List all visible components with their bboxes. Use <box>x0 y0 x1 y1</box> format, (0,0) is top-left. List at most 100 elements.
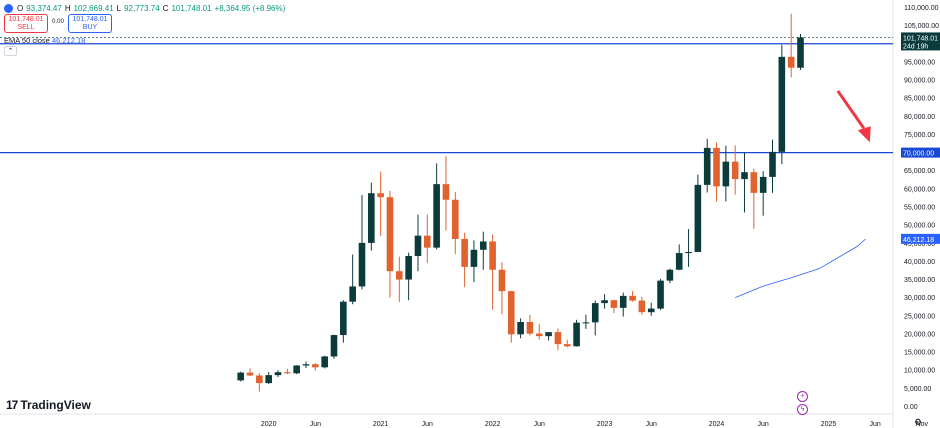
candle-body <box>386 197 394 272</box>
y-tick-label: 55,000.00 <box>904 205 935 212</box>
candle-body <box>619 295 627 308</box>
candle-body <box>685 251 692 254</box>
y-tick-label: 110,000.00 <box>904 5 939 12</box>
buy-button[interactable]: 101,748.01 BUY <box>68 14 112 33</box>
candle-body <box>349 286 356 302</box>
candle-body <box>591 303 599 323</box>
y-tick-label: 10,000.00 <box>904 368 935 375</box>
ema-line <box>735 238 867 299</box>
ema-legend[interactable]: EMA 50 close 46,212.18 <box>4 36 85 45</box>
level-price-tag-label: 70,000.00 <box>903 151 934 158</box>
candle-body <box>302 364 310 366</box>
plus-event-icon[interactable]: + <box>797 391 808 402</box>
candle-body <box>405 255 412 280</box>
candle-body <box>778 56 786 152</box>
candle-body <box>666 269 674 281</box>
high-label: H <box>64 3 71 13</box>
x-tick-label: 2023 <box>597 421 613 428</box>
y-tick-label: 25,000.00 <box>904 313 935 320</box>
candle-body <box>321 356 328 368</box>
candle-body <box>293 365 300 374</box>
change-value: +8,364.95 (+8.96%) <box>214 3 286 13</box>
candle-body <box>424 235 431 248</box>
ema-legend-value: 46,212.18 <box>51 36 86 45</box>
candle-body <box>638 300 646 313</box>
collapse-legend-button[interactable]: ⌃ <box>4 46 17 56</box>
tradingview-mark-icon: 17 <box>6 398 18 412</box>
sell-button[interactable]: 101,748.01 SELL <box>4 14 48 33</box>
candle-body <box>377 193 384 198</box>
candle-body <box>759 176 767 193</box>
sell-price: 101,748.01 <box>8 16 44 23</box>
x-tick-label: Jun <box>534 421 545 428</box>
y-tick-label: 75,000.00 <box>904 132 935 139</box>
open-label: O <box>17 3 24 13</box>
spread-value: 0.00 <box>52 19 64 25</box>
candle-body <box>479 241 487 250</box>
y-tick-label: 95,000.00 <box>904 59 935 66</box>
candle-body <box>535 333 543 337</box>
candle-body <box>610 300 618 308</box>
candle-body <box>442 184 450 200</box>
candle-body <box>713 147 720 187</box>
level-price-tag <box>901 147 940 158</box>
y-tick-label: 90,000.00 <box>904 78 935 85</box>
candle-body <box>797 37 804 68</box>
candle-body <box>451 199 459 239</box>
candle-body <box>256 375 263 384</box>
candle-body <box>563 344 571 347</box>
tradingview-logo: 17 TradingView <box>6 398 91 412</box>
buy-price: 101,748.01 <box>72 16 108 23</box>
y-tick-label: 5,000.00 <box>904 386 931 393</box>
candle-body <box>694 184 702 252</box>
candle-body <box>368 193 375 243</box>
y-tick-label: 60,000.00 <box>904 186 935 193</box>
candle-body <box>601 300 608 304</box>
y-tick-label: 80,000.00 <box>904 114 935 121</box>
x-tick-label: 2020 <box>261 421 277 428</box>
candle-body <box>675 253 683 270</box>
candle-body <box>489 241 496 270</box>
ema-price-tag-label: 46,212.18 <box>903 237 934 244</box>
candle-body <box>330 335 338 357</box>
x-tick-label: 2024 <box>709 421 725 428</box>
close-value: 101,748.01 <box>171 3 212 13</box>
y-tick-label: 15,000.00 <box>904 350 935 357</box>
annotation-arrow-shaft <box>836 90 866 130</box>
y-tick-label: 0.00 <box>904 404 918 411</box>
x-tick-label: Jun <box>646 421 657 428</box>
candle-body <box>629 295 636 301</box>
candle-body <box>284 372 291 374</box>
candle-body <box>741 172 748 180</box>
candle-body <box>433 184 440 248</box>
y-tick-label: 35,000.00 <box>904 277 935 284</box>
y-tick-label: 40,000.00 <box>904 259 935 266</box>
candle-body <box>507 291 515 335</box>
candle-body <box>731 161 739 180</box>
x-tick-label: Nov <box>916 421 929 428</box>
x-tick-label: 2025 <box>821 421 837 428</box>
open-value: 93,374.47 <box>26 3 62 13</box>
close-label: C <box>162 3 169 13</box>
candle-body <box>703 147 711 185</box>
current-price-tag <box>901 32 940 51</box>
candle-body <box>470 249 478 267</box>
candle-body <box>461 238 468 267</box>
brand-name: TradingView <box>20 398 91 412</box>
candle-body <box>517 321 524 335</box>
gear-icon[interactable]: ⚙ <box>914 417 923 427</box>
symbol-icon <box>4 3 13 13</box>
candle-body <box>237 372 244 381</box>
lightning-event-icon[interactable]: ϟ <box>797 404 808 415</box>
candle-body <box>657 280 664 309</box>
candle-body <box>787 56 795 68</box>
current-price-tag-label: 101,748.01 <box>903 35 938 42</box>
candle-body <box>246 372 254 376</box>
countdown-label: 24d 19h <box>903 43 928 50</box>
candle-body <box>396 271 403 280</box>
candle-body <box>722 161 730 187</box>
candle-body <box>358 242 366 287</box>
high-value: 102,669.41 <box>73 3 114 13</box>
candle-body <box>554 332 562 345</box>
